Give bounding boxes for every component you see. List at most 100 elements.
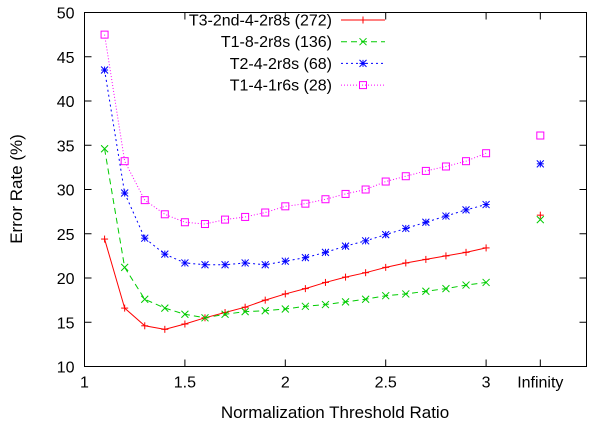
data-point bbox=[381, 291, 390, 300]
data-point bbox=[422, 287, 430, 296]
y-axis-title: Error Rate (%) bbox=[7, 134, 26, 244]
data-point bbox=[361, 185, 370, 194]
marker-stroke bbox=[422, 218, 430, 227]
data-point bbox=[241, 303, 249, 311]
x-tick-label: 2.5 bbox=[375, 375, 397, 392]
marker-stroke bbox=[221, 310, 229, 319]
marker-stroke bbox=[361, 295, 370, 304]
data-point bbox=[321, 278, 329, 286]
data-point bbox=[141, 322, 149, 330]
marker-stroke bbox=[201, 313, 209, 322]
marker-stroke bbox=[536, 131, 545, 140]
x-axis-title: Normalization Threshold Ratio bbox=[221, 403, 449, 422]
data-point bbox=[140, 295, 149, 304]
y-tick-label: 35 bbox=[57, 138, 75, 155]
data-point bbox=[241, 212, 250, 221]
marker-stroke bbox=[140, 295, 149, 304]
data-point bbox=[422, 255, 430, 263]
marker-stroke bbox=[181, 310, 189, 319]
data-point bbox=[482, 244, 490, 252]
data-point bbox=[281, 305, 290, 313]
data-point bbox=[401, 224, 410, 233]
marker-stroke bbox=[361, 236, 370, 245]
series-line bbox=[104, 148, 487, 319]
marker-stroke bbox=[359, 81, 367, 90]
data-point bbox=[120, 189, 129, 197]
marker-stroke bbox=[120, 189, 129, 197]
legend-label: T1-8-2r8s (136) bbox=[221, 34, 332, 51]
series-2 bbox=[100, 144, 545, 322]
data-point bbox=[462, 206, 470, 214]
marker-stroke bbox=[321, 300, 330, 309]
y-tick-label: 50 bbox=[57, 6, 75, 23]
marker-stroke bbox=[321, 248, 330, 257]
data-point bbox=[321, 248, 330, 257]
data-point bbox=[121, 304, 129, 312]
marker-stroke bbox=[536, 159, 545, 168]
legend-marker bbox=[359, 81, 367, 90]
data-point bbox=[181, 259, 189, 267]
data-point bbox=[181, 310, 189, 319]
legend-label: T1-4-1r6s (28) bbox=[230, 78, 332, 95]
marker-stroke bbox=[120, 157, 129, 166]
data-point bbox=[100, 144, 109, 153]
data-point bbox=[221, 260, 229, 269]
marker-stroke bbox=[160, 304, 169, 312]
y-tick-label: 15 bbox=[57, 315, 75, 332]
plot-frame bbox=[84, 12, 587, 367]
marker-stroke bbox=[359, 59, 367, 68]
data-point bbox=[341, 189, 350, 198]
marker-stroke bbox=[442, 284, 450, 293]
data-point bbox=[161, 325, 169, 333]
marker-stroke bbox=[401, 172, 410, 181]
marker-stroke bbox=[221, 215, 230, 224]
data-point bbox=[341, 242, 350, 250]
data-point bbox=[462, 248, 470, 256]
legend-marker bbox=[359, 59, 367, 68]
data-point bbox=[100, 30, 109, 39]
data-point bbox=[160, 250, 169, 258]
marker-stroke bbox=[462, 157, 471, 166]
data-point bbox=[382, 263, 390, 271]
marker-stroke bbox=[140, 234, 149, 243]
series-line bbox=[104, 238, 487, 330]
marker-stroke bbox=[281, 257, 290, 266]
marker-stroke bbox=[301, 253, 310, 262]
marker-stroke bbox=[241, 212, 250, 221]
marker-stroke bbox=[100, 30, 109, 39]
marker-stroke bbox=[140, 196, 149, 205]
data-point bbox=[281, 290, 289, 298]
marker-stroke bbox=[120, 263, 129, 272]
marker-stroke bbox=[221, 260, 229, 269]
infinity-point bbox=[536, 211, 544, 219]
data-point bbox=[401, 290, 410, 298]
data-point bbox=[442, 284, 450, 293]
marker-stroke bbox=[100, 144, 109, 153]
data-point bbox=[402, 259, 410, 267]
marker-stroke bbox=[321, 195, 330, 204]
marker-stroke bbox=[261, 260, 270, 269]
marker-stroke bbox=[421, 166, 430, 175]
data-point bbox=[441, 162, 450, 171]
marker-stroke bbox=[341, 298, 350, 306]
marker-stroke bbox=[241, 259, 249, 267]
marker-stroke bbox=[181, 259, 189, 267]
marker-stroke bbox=[160, 250, 169, 258]
marker-stroke bbox=[180, 218, 189, 227]
marker-stroke bbox=[381, 291, 390, 300]
data-point bbox=[301, 285, 309, 293]
marker-stroke bbox=[442, 212, 450, 220]
marker-stroke bbox=[281, 202, 290, 211]
data-point bbox=[381, 230, 390, 239]
data-point bbox=[442, 212, 450, 220]
series-4 bbox=[100, 30, 545, 229]
marker-stroke bbox=[160, 210, 169, 219]
data-point bbox=[341, 298, 350, 306]
marker-stroke bbox=[482, 149, 491, 158]
data-point bbox=[201, 260, 209, 269]
marker-stroke bbox=[401, 224, 410, 233]
marker-stroke bbox=[359, 37, 367, 46]
data-point bbox=[261, 296, 269, 304]
